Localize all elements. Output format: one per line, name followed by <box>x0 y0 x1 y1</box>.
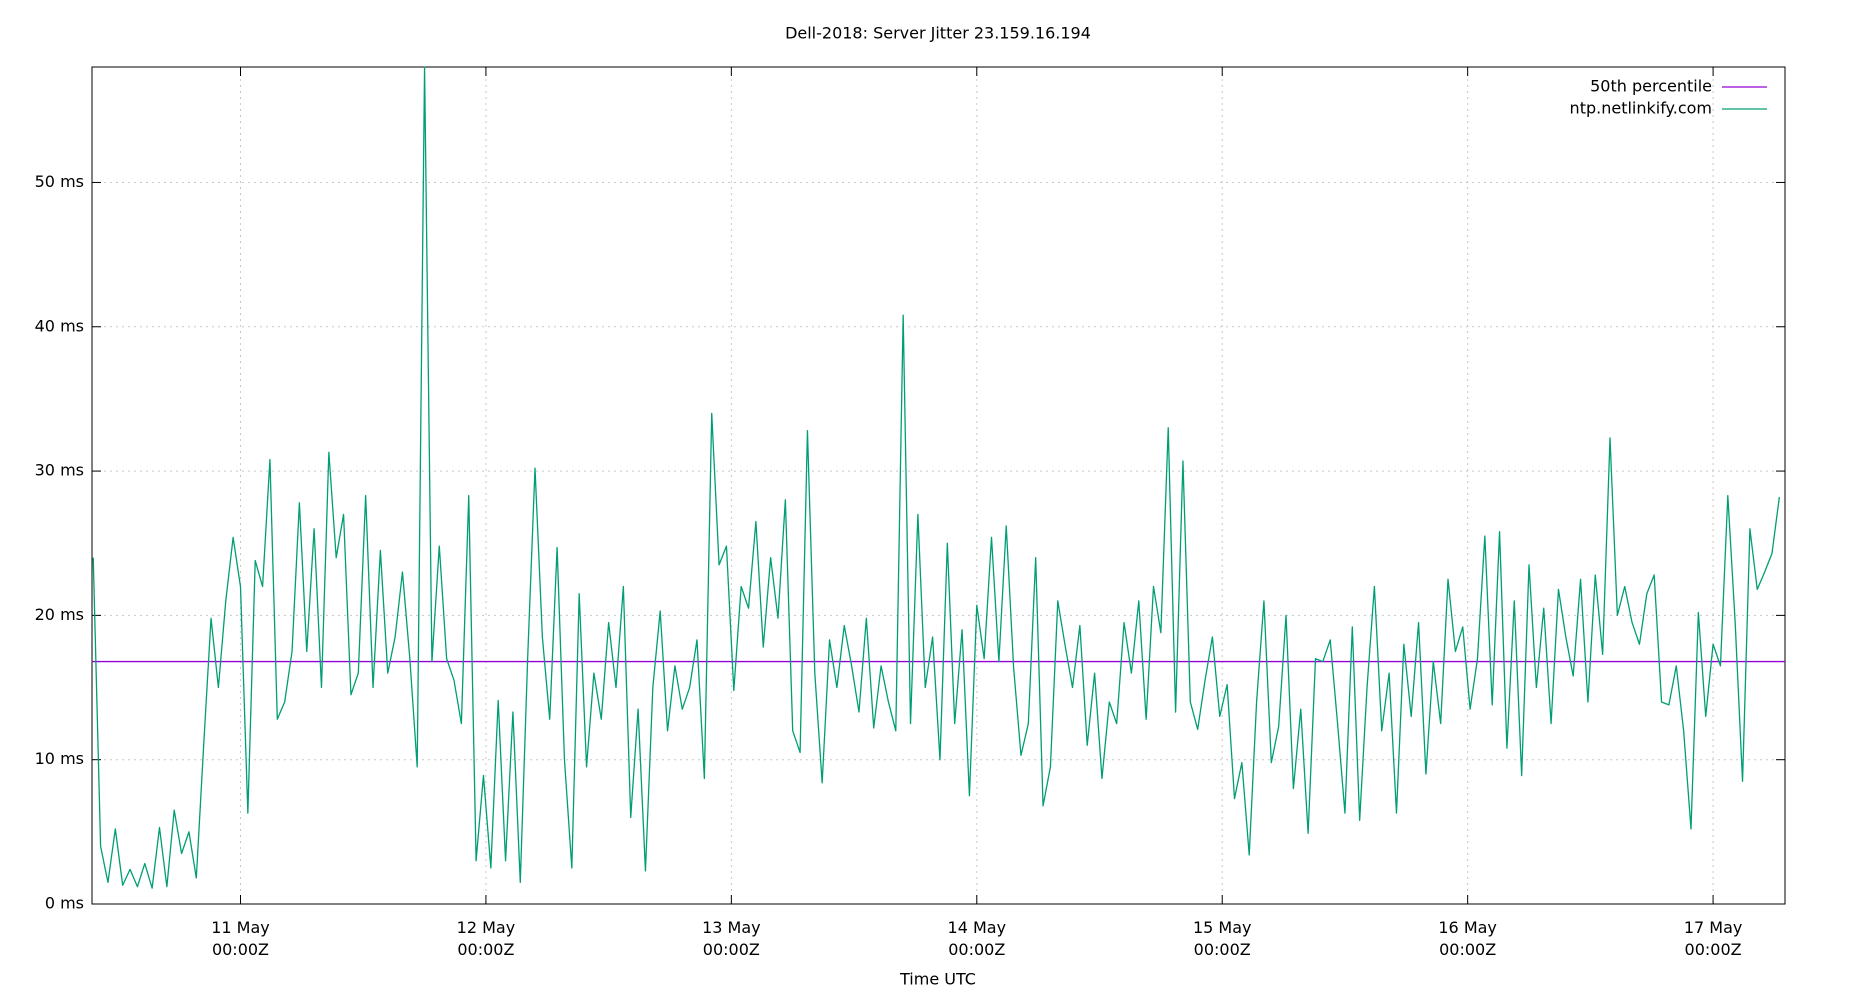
x-tick-label: 13 May 00:00Z <box>702 918 761 959</box>
y-tick-label: 50 ms <box>35 172 84 191</box>
plot-frame <box>91 66 1786 905</box>
legend-label: ntp.netlinkify.com <box>1570 99 1712 118</box>
x-tick-label: 15 May 00:00Z <box>1192 918 1252 959</box>
chart-title: Dell-2018: Server Jitter 23.159.16.194 <box>785 24 1091 43</box>
y-tick-label: 20 ms <box>35 605 84 624</box>
y-tick-label: 30 ms <box>35 461 84 480</box>
data-line <box>92 66 1781 889</box>
x-axis-label: Time UTC <box>899 970 976 989</box>
x-tick-label: 12 May 00:00Z <box>456 918 516 959</box>
x-tick-label: 14 May 00:00Z <box>947 918 1007 959</box>
legend-label: 50th percentile <box>1590 77 1712 96</box>
y-tick-label: 0 ms <box>45 894 84 913</box>
y-tick-label: 10 ms <box>35 749 84 768</box>
y-tick-label: 40 ms <box>35 316 84 335</box>
x-tick-label: 11 May 00:00Z <box>211 918 270 959</box>
x-tick-label: 16 May 00:00Z <box>1438 918 1497 959</box>
x-tick-label: 17 May 00:00Z <box>1683 918 1743 959</box>
